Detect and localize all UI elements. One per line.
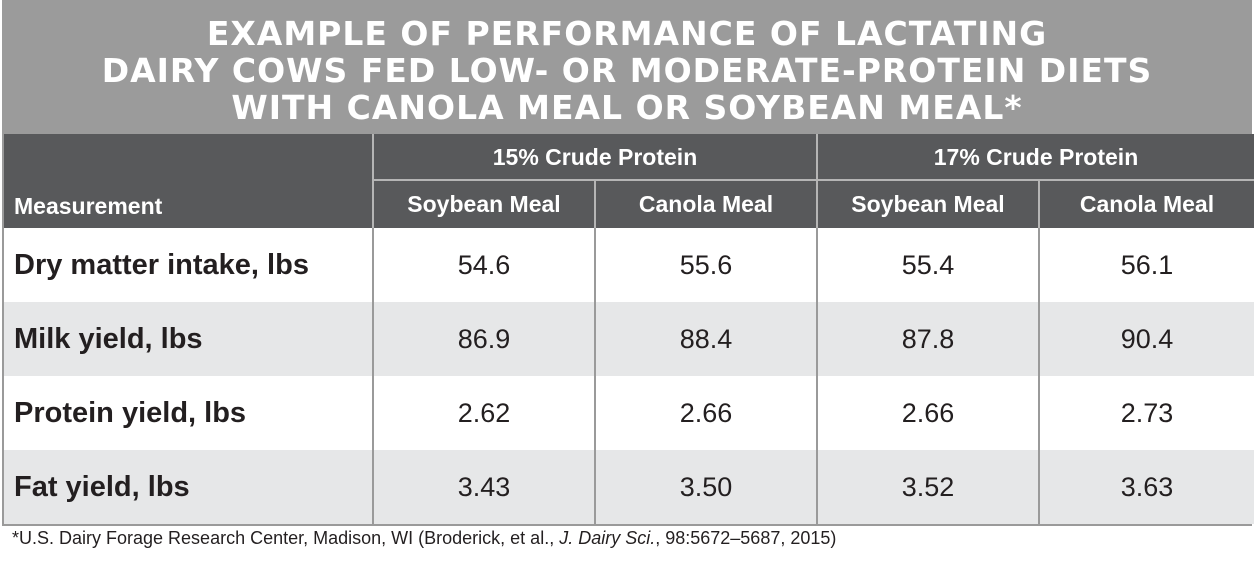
table-cell: 3.50 xyxy=(594,450,817,524)
table-row: Fat yield, lbs 3.43 3.50 3.52 3.63 xyxy=(4,450,1254,524)
measurement-header: Measurement xyxy=(4,134,373,228)
footnote-prefix: *U.S. Dairy Forage Research Center, Madi… xyxy=(12,528,560,548)
title-line-1: EXAMPLE OF PERFORMANCE OF LACTATING xyxy=(206,13,1048,53)
table-row: Milk yield, lbs 86.9 88.4 87.8 90.4 xyxy=(4,302,1254,376)
table-cell: 56.1 xyxy=(1038,228,1254,302)
row-label: Dry matter intake, lbs xyxy=(4,228,373,302)
group-label: 15% Crude Protein xyxy=(374,135,816,181)
title-line-3: WITH CANOLA MEAL OR SOYBEAN MEAL* xyxy=(231,87,1023,127)
footnote: *U.S. Dairy Forage Research Center, Madi… xyxy=(12,528,836,549)
table-cell: 3.43 xyxy=(372,450,595,524)
footnote-journal: J. Dairy Sci. xyxy=(559,528,656,548)
title-band: EXAMPLE OF PERFORMANCE OF LACTATING DAIR… xyxy=(2,0,1252,134)
table-cell: 2.66 xyxy=(594,376,817,450)
group-header-15-percent: 15% Crude Protein xyxy=(372,134,817,181)
table-cell: 2.73 xyxy=(1038,376,1254,450)
table-header: Measurement 15% Crude Protein 17% Crude … xyxy=(4,134,1254,228)
table-cell: 55.4 xyxy=(816,228,1039,302)
table-cell: 54.6 xyxy=(372,228,595,302)
table-body: Dry matter intake, lbs 54.6 55.6 55.4 56… xyxy=(4,228,1254,524)
title-line-2: DAIRY COWS FED LOW- OR MODERATE-PROTEIN … xyxy=(101,50,1153,90)
group-header-17-percent: 17% Crude Protein xyxy=(816,134,1254,181)
subheader-canola-17: Canola Meal xyxy=(1038,181,1254,228)
table-cell: 55.6 xyxy=(594,228,817,302)
subheader-soybean-17: Soybean Meal xyxy=(816,181,1039,228)
table-cell: 3.52 xyxy=(816,450,1039,524)
table-row: Dry matter intake, lbs 54.6 55.6 55.4 56… xyxy=(4,228,1254,302)
table-cell: 88.4 xyxy=(594,302,817,376)
table-row: Protein yield, lbs 2.62 2.66 2.66 2.73 xyxy=(4,376,1254,450)
table-cell: 87.8 xyxy=(816,302,1039,376)
footnote-suffix: , 98:5672–5687, 2015) xyxy=(655,528,837,548)
table-cell: 86.9 xyxy=(372,302,595,376)
table-cell: 2.62 xyxy=(372,376,595,450)
row-label: Milk yield, lbs xyxy=(4,302,373,376)
table-cell: 2.66 xyxy=(816,376,1039,450)
table-figure: EXAMPLE OF PERFORMANCE OF LACTATING DAIR… xyxy=(2,0,1254,526)
row-label: Protein yield, lbs xyxy=(4,376,373,450)
subheader-soybean-15: Soybean Meal xyxy=(372,181,595,228)
performance-table: Measurement 15% Crude Protein 17% Crude … xyxy=(4,134,1254,524)
table-cell: 3.63 xyxy=(1038,450,1254,524)
row-label: Fat yield, lbs xyxy=(4,450,373,524)
data-table-box: Measurement 15% Crude Protein 17% Crude … xyxy=(2,134,1254,526)
subheader-canola-15: Canola Meal xyxy=(594,181,817,228)
group-label: 17% Crude Protein xyxy=(818,135,1254,181)
table-cell: 90.4 xyxy=(1038,302,1254,376)
